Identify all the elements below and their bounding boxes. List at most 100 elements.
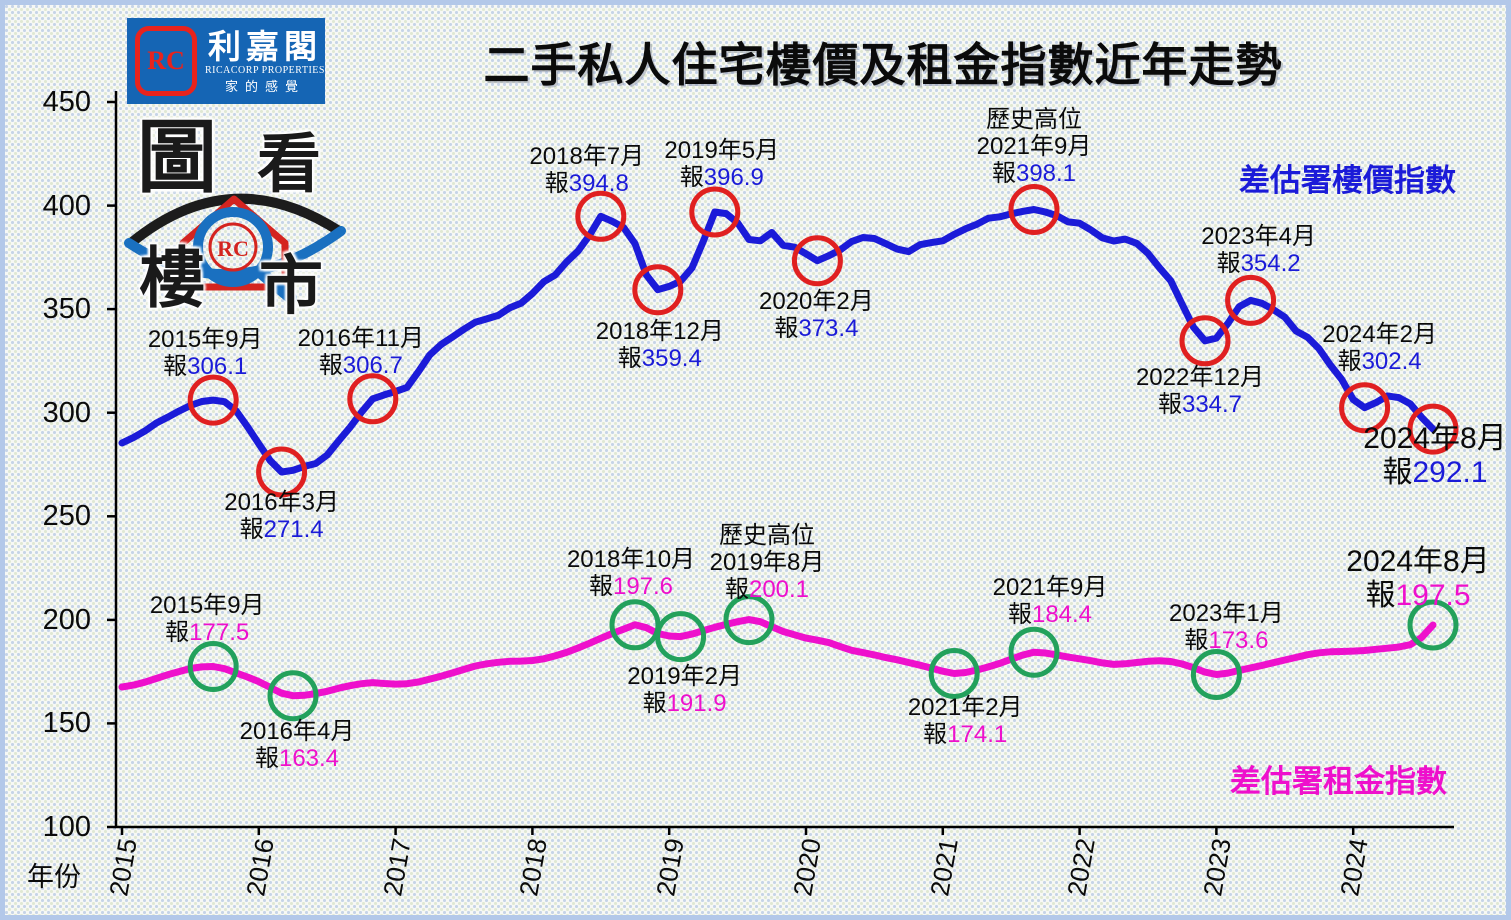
rent-annotation: 2018年10月 報197.6 <box>491 546 771 600</box>
rent-highlight-circle <box>928 648 980 699</box>
price-annotation: 2024年8月 報292.1 <box>1295 422 1506 490</box>
price-annotation: 2016年3月 報271.4 <box>142 489 422 543</box>
rent-annotation: 歷史高位 2019年8月 報200.1 <box>627 522 907 603</box>
price-highlight-circle <box>256 446 308 498</box>
annotation-note: 歷史高位 <box>719 522 815 550</box>
rent-annotation: 2016年4月 報163.4 <box>157 718 437 772</box>
annotation-value-prefix: 報 <box>1216 250 1241 278</box>
annotation-date: 2023年4月 <box>1201 223 1316 251</box>
watermark-char-kan: 看 <box>257 129 321 200</box>
price-annotation: 2016年11月 報306.7 <box>221 325 501 379</box>
annotation-value: 報191.9 <box>545 690 825 717</box>
price-highlight-circle <box>347 373 399 425</box>
annotation-date: 2015年9月 <box>147 326 263 354</box>
ricacorp-monogram-icon: RC <box>135 26 197 96</box>
annotation-value-number: 177.5 <box>189 619 250 647</box>
price-highlight-circle <box>632 264 684 316</box>
price-highlight-circle <box>575 190 627 242</box>
y-axis-label: 400 <box>42 189 91 222</box>
annotation-date: 2021年9月 <box>976 133 1092 160</box>
annotation-value-prefix: 報 <box>1365 579 1396 613</box>
annotation-date: 2024年8月 <box>1346 545 1490 579</box>
annotation-value: 報271.4 <box>142 516 422 543</box>
annotation-value: 報354.2 <box>1119 250 1399 277</box>
annotation-value-number: 200.1 <box>748 576 810 604</box>
annotation-date: 2024年2月 <box>1322 320 1437 348</box>
annotation-value-prefix: 報 <box>1184 626 1209 654</box>
annotation-value-number: 191.9 <box>666 689 727 717</box>
y-axis-label: 100 <box>42 811 91 843</box>
annotation-value: 報306.7 <box>221 352 501 379</box>
annotation-value: 報398.1 <box>894 160 1174 187</box>
price-annotation: 2020年2月 報373.4 <box>676 288 956 342</box>
y-axis-label: 450 <box>42 86 91 118</box>
annotation-date: 2015年9月 <box>149 592 265 620</box>
price-highlight-circle <box>1179 315 1231 367</box>
rent-highlight-circle <box>1190 649 1242 700</box>
annotation-value: 報396.9 <box>582 164 862 191</box>
logo-name-en: RICACORP PROPERTIES <box>205 64 325 76</box>
ricacorp-logo: RC 利嘉閣 RICACORP PROPERTIES 家的感覺 <box>127 18 325 104</box>
price-annotation: 2018年12月 報359.4 <box>520 318 800 372</box>
annotation-value: 報306.1 <box>65 353 345 380</box>
y-axis-label: 200 <box>42 603 91 636</box>
annotation-value-prefix: 報 <box>165 619 190 647</box>
annotation-date: 2021年2月 <box>907 693 1023 721</box>
rent-highlight-circle <box>1008 626 1060 678</box>
annotation-date: 2018年7月 <box>529 143 645 171</box>
annotation-value-number: 271.4 <box>263 515 324 543</box>
rent-annotation: 2024年8月 報197.5 <box>1278 545 1506 613</box>
annotation-value-prefix: 報 <box>318 351 343 379</box>
annotation-value: 報394.8 <box>447 170 727 197</box>
annotation-value: 報302.4 <box>1240 347 1506 375</box>
annotation-value: 報197.5 <box>1278 579 1506 613</box>
annotation-value-prefix: 報 <box>544 170 569 198</box>
annotation-value-prefix: 報 <box>254 744 279 772</box>
annotation-value-number: 334.7 <box>1181 390 1243 418</box>
rent-highlight-circle <box>655 611 707 663</box>
annotation-value-prefix: 報 <box>1007 601 1032 629</box>
logo-slogan: 家的感覺 <box>224 78 305 94</box>
annotation-note: 歷史高位 <box>986 106 1082 133</box>
price-annotation: 2015年9月 報306.1 <box>65 326 345 380</box>
price-annotation: 2022年12月 報334.7 <box>1060 364 1340 418</box>
annotation-value: 報174.1 <box>825 721 1105 748</box>
annotation-date: 2018年10月 <box>566 545 696 573</box>
annotation-value-prefix: 報 <box>1337 347 1362 375</box>
rent-highlight-circle <box>267 670 319 722</box>
annotation-value-number: 163.4 <box>278 744 340 772</box>
annotation-value-prefix: 報 <box>642 689 667 717</box>
price-index-line <box>118 206 1437 476</box>
rent-highlight-circle <box>723 594 775 646</box>
annotation-value: 報359.4 <box>520 345 800 372</box>
annotation-value-number: 174.1 <box>947 720 1008 748</box>
price-highlight-circle <box>791 235 843 287</box>
annotation-value: 報184.4 <box>910 601 1190 628</box>
price-highlight-circle <box>1339 382 1391 434</box>
annotation-value: 報292.1 <box>1295 456 1506 490</box>
watermark-logo: RC 圖 看 樓 市 <box>105 97 360 322</box>
rent-highlight-circle <box>1407 599 1459 651</box>
annotation-value-number: 373.4 <box>798 314 859 342</box>
annotation-date: 2016年11月 <box>297 324 424 352</box>
price-highlight-circle <box>187 374 239 426</box>
annotation-value: 報334.7 <box>1060 391 1340 418</box>
plot-area <box>107 91 1459 835</box>
annotation-date: 2019年8月 <box>709 549 825 577</box>
annotation-value-number: 197.5 <box>1395 579 1471 613</box>
annotation-value-prefix: 報 <box>679 163 704 191</box>
price-annotation: 2019年5月 報396.9 <box>582 137 862 191</box>
annotation-value-number: 184.4 <box>1031 601 1093 629</box>
annotation-date: 2022年12月 <box>1135 363 1265 391</box>
annotation-value-number: 396.9 <box>703 163 764 191</box>
price-highlight-circle <box>1008 184 1060 235</box>
annotation-date: 2019年5月 <box>664 136 780 164</box>
annotation-value-prefix: 報 <box>239 515 264 543</box>
y-axis-label: 150 <box>42 707 91 740</box>
monogram-text: RC <box>147 46 185 75</box>
eye-magnifier-icon: RC <box>124 193 346 304</box>
annotation-value-prefix: 報 <box>588 572 613 600</box>
y-axis-label: 350 <box>42 293 91 326</box>
annotation-value: 報197.6 <box>491 573 771 600</box>
price-annotation: 歷史高位 2021年9月 報398.1 <box>894 106 1174 187</box>
